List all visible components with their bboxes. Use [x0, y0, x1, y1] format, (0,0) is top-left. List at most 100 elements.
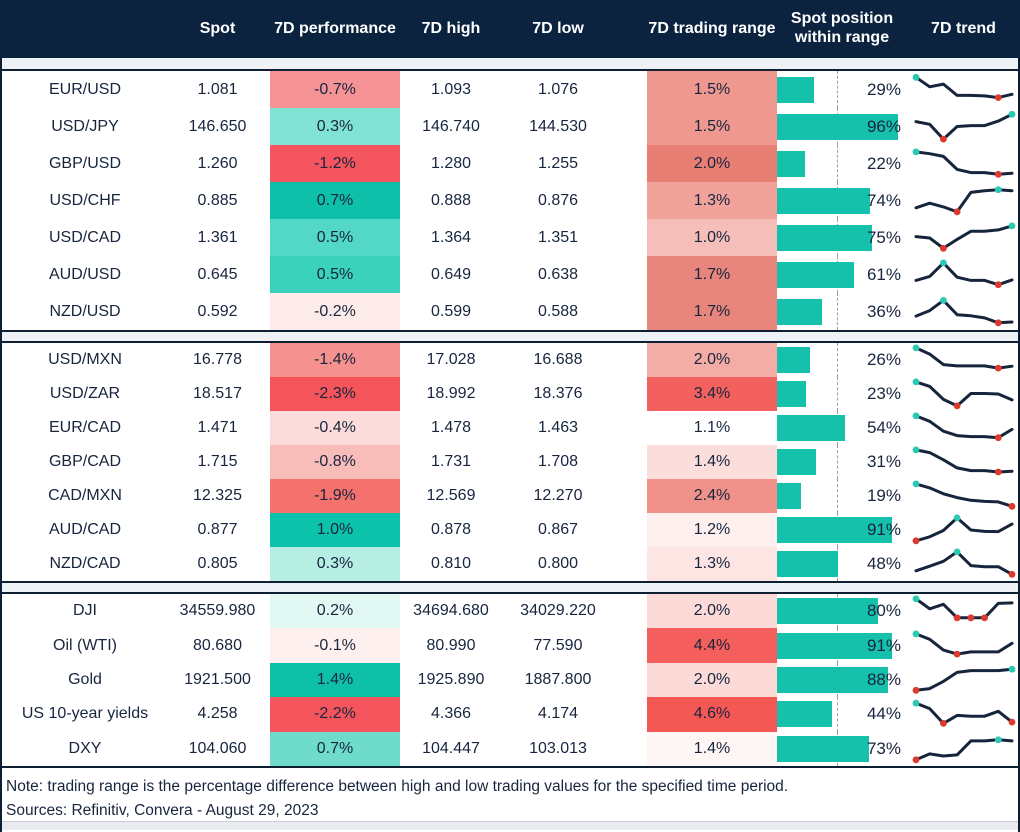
spot-value: 12.325	[193, 487, 242, 504]
row-label: NZD/USD	[49, 302, 121, 320]
performance-value: 0.3%	[316, 555, 354, 572]
header-7d-trend[interactable]: 7D trend	[931, 19, 996, 37]
trend-sparkline	[907, 219, 1020, 256]
table-row[interactable]: EUR/USD 1.081 -0.7% 1.093 1.076 1.5% 29%	[0, 71, 1020, 108]
row-label: EUR/CAD	[48, 419, 121, 436]
position-bar-cell: 31%	[777, 445, 907, 479]
position-bar-cell: 88%	[777, 662, 907, 698]
high-value: 146.740	[422, 117, 480, 135]
position-bar	[777, 298, 823, 325]
performance-cell: -2.3%	[270, 377, 400, 411]
table-row[interactable]: USD/CAD 1.361 0.5% 1.364 1.351 1.0% 75%	[0, 219, 1020, 256]
table-row[interactable]: Oil (WTI) 80.680 -0.1% 80.990 77.590 4.4% 91%	[0, 628, 1020, 663]
trading-range-value: 1.3%	[693, 555, 731, 572]
trading-range-value: 2.0%	[693, 351, 731, 368]
performance-cell: 0.7%	[270, 182, 400, 219]
low-value: 34029.220	[520, 602, 596, 620]
spark-high-dot	[939, 259, 947, 266]
table-row[interactable]: USD/JPY 146.650 0.3% 146.740 144.530 1.5% 96%	[0, 108, 1020, 145]
position-bar-cell: 75%	[777, 219, 907, 256]
high-value: 0.878	[430, 521, 472, 538]
low-value: 77.590	[533, 636, 583, 654]
midrange-dashed-line	[837, 479, 838, 513]
right-border	[1018, 57, 1020, 832]
performance-value: -0.2%	[314, 302, 356, 320]
trading-range-cell: 1.4%	[647, 731, 777, 766]
trading-range-cell: 4.4%	[647, 628, 777, 663]
table-row[interactable]: DJI 34559.980 0.2% 34694.680 34029.220 2.0% 80…	[0, 594, 1020, 629]
sparkline-svg	[912, 700, 1015, 728]
table-row[interactable]: CAD/MXN 12.325 -1.9% 12.569 12.270 2.4% 19%	[0, 479, 1020, 513]
position-percent: 96%	[866, 116, 901, 136]
spot-value: 0.877	[197, 521, 238, 538]
table-row[interactable]: DXY 104.060 0.7% 104.447 103.013 1.4% 73%	[0, 731, 1020, 766]
header-spot[interactable]: Spot	[199, 19, 236, 37]
position-bar-cell: 96%	[777, 108, 907, 145]
spark-low-dot	[1008, 570, 1015, 578]
header-7d-performance[interactable]: 7D performance	[274, 19, 396, 37]
position-bar	[777, 261, 854, 288]
table-group: EUR/USD 1.081 -0.7% 1.093 1.076 1.5% 29% USD/JP…	[0, 71, 1020, 330]
trend-sparkline	[907, 697, 1020, 731]
sparkline-svg	[914, 259, 1013, 288]
trend-sparkline	[907, 343, 1020, 377]
header-spot-position[interactable]: Spot position within range	[790, 10, 894, 46]
spot-value: 146.650	[188, 117, 247, 135]
position-percent: 22%	[866, 153, 901, 173]
table-row[interactable]: USD/MXN 16.778 -1.4% 17.028 16.688 2.0% 26%	[0, 343, 1020, 377]
row-label: Gold	[68, 670, 102, 688]
low-value: 12.270	[533, 487, 583, 504]
table-row[interactable]: GBP/CAD 1.715 -0.8% 1.731 1.708 1.4% 31%	[0, 445, 1020, 479]
low-value: 144.530	[529, 117, 587, 135]
position-bar-cell: 48%	[777, 547, 907, 581]
position-bar	[777, 187, 871, 214]
low-value: 1.463	[537, 419, 579, 436]
spark-low-dot	[953, 402, 960, 410]
table-row[interactable]: AUD/CAD 0.877 1.0% 0.878 0.867 1.2% 91%	[0, 513, 1020, 547]
trading-range-cell: 1.7%	[647, 256, 777, 293]
table-row[interactable]: GBP/USD 1.260 -1.2% 1.280 1.255 2.0% 22%	[0, 145, 1020, 182]
table-row[interactable]: Gold 1921.500 1.4% 1925.890 1887.800 2.0% 88%	[0, 662, 1020, 698]
table-row[interactable]: AUD/USD 0.645 0.5% 0.649 0.638 1.7% 61%	[0, 256, 1020, 293]
table-row[interactable]: US 10-year yields 4.258 -2.2% 4.366 4.174 4.6…	[0, 697, 1020, 732]
header-7d-high[interactable]: 7D high	[421, 19, 481, 37]
trading-range-cell: 1.7%	[647, 293, 777, 330]
header-7d-trading-range[interactable]: 7D trading range	[648, 19, 776, 37]
table-header: Spot 7D performance 7D high 7D low 7D tr…	[0, 0, 1020, 58]
trend-sparkline	[907, 377, 1020, 411]
performance-value: -0.4%	[314, 419, 356, 436]
table-row[interactable]: NZD/CAD 0.805 0.3% 0.810 0.800 1.3% 48%	[0, 547, 1020, 581]
midrange-dashed-line	[837, 547, 838, 581]
spark-low-dot	[953, 207, 960, 215]
trend-sparkline	[907, 513, 1020, 547]
group-separator	[0, 330, 1020, 343]
performance-value: 1.0%	[316, 521, 354, 538]
trading-range-cell: 2.0%	[647, 594, 777, 629]
spark-high-dot	[1008, 222, 1015, 229]
spark-high-dot	[912, 700, 919, 707]
footer-note: Note: trading range is the percentage di…	[6, 777, 789, 795]
trading-range-cell: 1.4%	[647, 445, 777, 479]
table-row[interactable]: EUR/CAD 1.471 -0.4% 1.478 1.463 1.1% 54%	[0, 411, 1020, 445]
row-label: DXY	[68, 739, 102, 757]
trading-range-value: 1.0%	[693, 228, 731, 246]
performance-cell: 1.4%	[270, 662, 400, 698]
position-percent: 80%	[866, 601, 901, 621]
trend-sparkline	[907, 628, 1020, 662]
table-row[interactable]: USD/CHF 0.885 0.7% 0.888 0.876 1.3% 74%	[0, 182, 1020, 219]
table-row[interactable]: NZD/USD 0.592 -0.2% 0.599 0.588 1.7% 36%	[0, 293, 1020, 330]
performance-cell: 0.5%	[270, 256, 400, 293]
low-value: 1.255	[537, 154, 579, 172]
header-7d-low[interactable]: 7D low	[532, 19, 584, 37]
spot-value: 34559.980	[179, 602, 256, 620]
position-bar	[777, 449, 817, 475]
performance-cell: -0.8%	[270, 445, 400, 479]
low-value: 0.876	[537, 191, 579, 209]
position-bar-cell: 54%	[777, 411, 907, 445]
performance-value: -0.8%	[314, 453, 356, 470]
table-row[interactable]: USD/ZAR 18.517 -2.3% 18.992 18.376 3.4% 23%	[0, 377, 1020, 411]
spark-low-dot	[994, 318, 1002, 326]
spark-high-dot	[1008, 665, 1015, 673]
position-bar-cell: 36%	[777, 293, 907, 330]
spark-low-dot	[953, 614, 960, 622]
